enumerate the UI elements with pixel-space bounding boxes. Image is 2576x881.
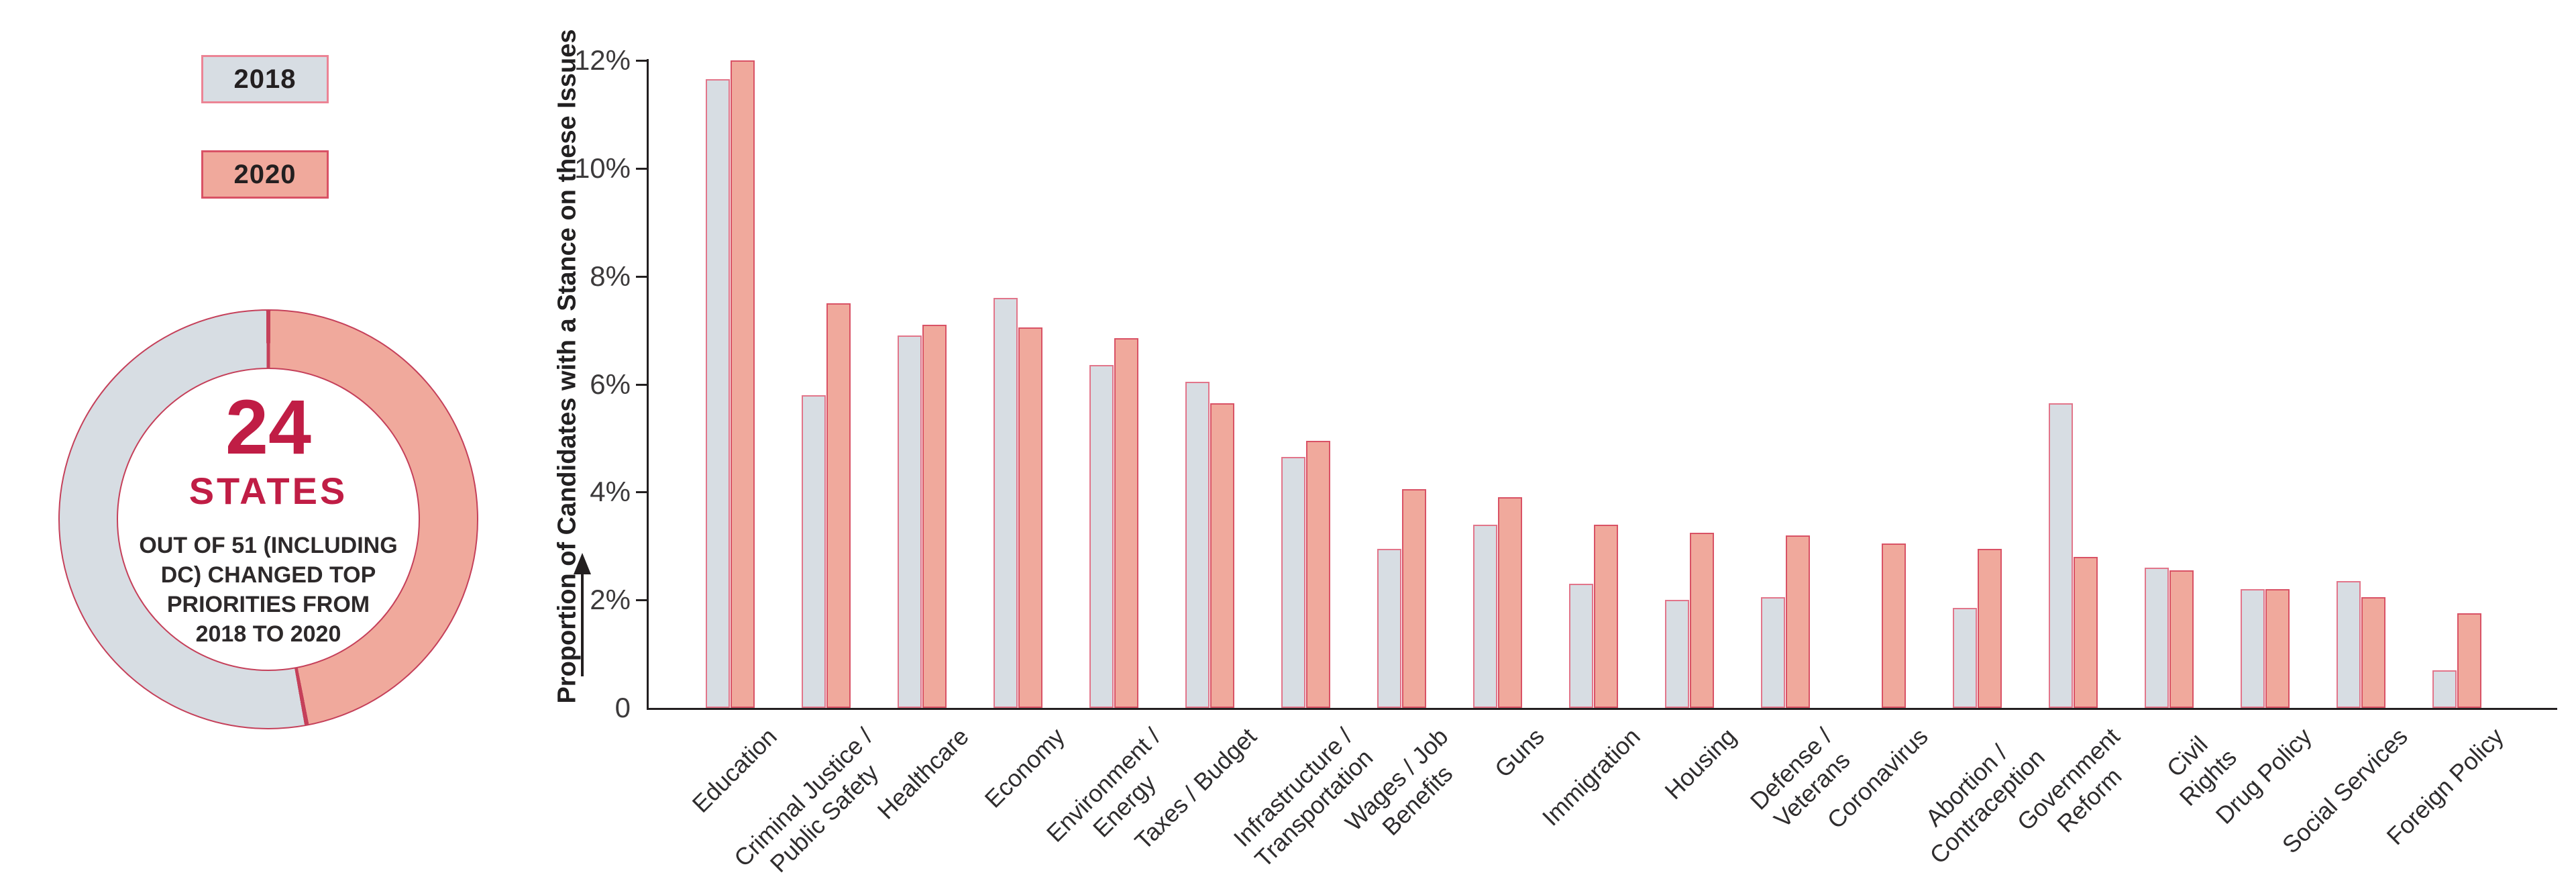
y-tick-label: 4% xyxy=(590,476,631,508)
legend-chip-2020: 2020 xyxy=(201,150,329,199)
bar-2020 xyxy=(1690,533,1714,708)
bar-2018 xyxy=(1281,457,1305,708)
y-tick xyxy=(636,60,648,62)
bar-2020 xyxy=(1018,327,1042,708)
bar-2020 xyxy=(1978,549,2002,708)
y-tick-label: 12% xyxy=(574,44,631,76)
y-tick xyxy=(636,491,648,494)
bar-2018 xyxy=(898,335,922,708)
y-tick xyxy=(636,275,648,278)
bar-2020 xyxy=(2074,557,2098,708)
bar-2020 xyxy=(826,303,851,708)
bar-2018 xyxy=(706,79,730,708)
bar-2018 xyxy=(1761,597,1785,708)
bar-2018 xyxy=(2241,589,2265,708)
y-tick-label: 10% xyxy=(574,152,631,184)
bar-2018 xyxy=(1377,549,1401,708)
bar-2020 xyxy=(2265,589,2290,708)
bar-2018 xyxy=(1185,382,1210,708)
bar-2018 xyxy=(802,395,826,708)
bar-2020 xyxy=(1402,489,1426,708)
donut-description: OUT OF 51 (INCLUDING DC) CHANGED TOP PRI… xyxy=(139,532,398,647)
bar-2020 xyxy=(2169,570,2194,708)
bar-2018 xyxy=(1089,365,1114,708)
x-tick-label: Wages / Job Benefits xyxy=(1340,722,1458,841)
bar-2018 xyxy=(2337,581,2361,708)
bar-2020 xyxy=(1594,525,1618,708)
bar-2020 xyxy=(1306,441,1330,708)
legend-label-2020: 2020 xyxy=(233,159,297,189)
bar-2018 xyxy=(1473,525,1497,708)
bar-2020 xyxy=(1210,403,1234,708)
y-tick xyxy=(636,599,648,602)
bar-2018 xyxy=(1953,608,1977,708)
bar-2018 xyxy=(1569,584,1593,708)
legend-label-2018: 2018 xyxy=(233,64,297,94)
y-tick xyxy=(636,168,648,170)
x-tick-label: Housing xyxy=(1659,722,1741,805)
x-tick-label: Economy xyxy=(979,722,1070,813)
bar-2020 xyxy=(1498,497,1522,708)
bar-2018 xyxy=(2432,670,2457,708)
bar-2018 xyxy=(2049,403,2073,708)
bar-2020 xyxy=(1786,535,1810,708)
x-tick-label: Government Reform xyxy=(2011,722,2127,838)
bar-2020 xyxy=(2457,613,2481,708)
y-tick-label: 8% xyxy=(590,260,631,292)
y-tick xyxy=(636,383,648,386)
bar-2018 xyxy=(1665,600,1689,708)
donut-value-label: STATES xyxy=(189,470,348,513)
x-tick-label: Guns xyxy=(1489,722,1550,783)
bar-2020 xyxy=(1882,543,1906,708)
bar-2020 xyxy=(922,325,947,708)
x-tick-label: Immigration xyxy=(1536,722,1646,831)
donut-value: 24 xyxy=(225,384,311,471)
bar-2018 xyxy=(2145,568,2169,708)
donut-hole: 24 STATES OUT OF 51 (INCLUDING DC) CHANG… xyxy=(117,368,420,671)
up-arrow-icon xyxy=(574,553,591,676)
donut-chart: 24 STATES OUT OF 51 (INCLUDING DC) CHANG… xyxy=(58,309,478,729)
y-tick-label: 6% xyxy=(590,368,631,400)
x-tick-label: Education xyxy=(686,722,782,818)
legend-chip-2018: 2018 xyxy=(201,55,329,103)
bar-2020 xyxy=(2361,597,2385,708)
y-tick-label: 2% xyxy=(590,584,631,616)
y-tick-label: 0 xyxy=(614,692,631,723)
x-axis xyxy=(647,708,2557,710)
bar-2020 xyxy=(731,60,755,708)
bar-2018 xyxy=(994,298,1018,708)
bar-2020 xyxy=(1114,338,1138,708)
